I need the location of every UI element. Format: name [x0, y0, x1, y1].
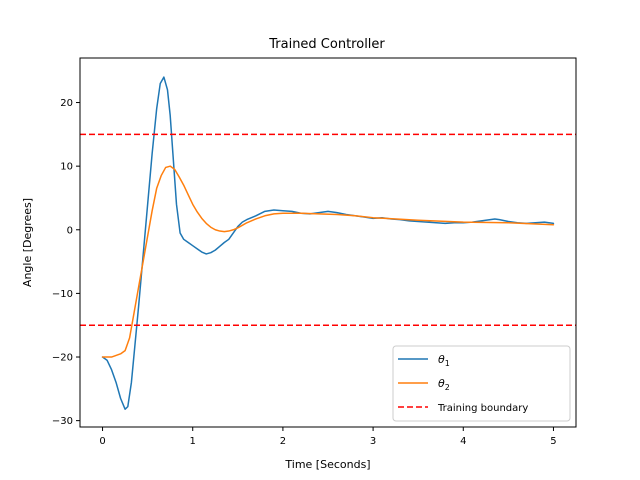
y-tick-label: −10: [52, 289, 73, 300]
y-tick-label: −20: [52, 353, 73, 364]
legend-label: Training boundary: [437, 403, 528, 414]
x-tick-label: 5: [550, 436, 556, 447]
y-axis-ticks: −30 −20 −10 0 10 20: [52, 98, 80, 427]
legend-box: [392, 345, 571, 422]
legend-label: θ2: [438, 377, 450, 392]
x-tick-label: 3: [370, 436, 376, 447]
y-axis-label: Angle [Degrees]: [21, 198, 34, 287]
plot-frame: [79, 57, 577, 428]
y-tick-label: −30: [52, 416, 73, 427]
y-tick-label: 10: [60, 162, 73, 173]
series-layer: [80, 76, 576, 410]
chart-title: Trained Controller: [268, 37, 385, 52]
plot-area: [79, 57, 577, 428]
y-tick-label: 0: [67, 225, 73, 236]
series-line-theta2: [101, 165, 555, 358]
y-tick-label: 20: [60, 98, 73, 109]
x-tick-label: 1: [190, 436, 196, 447]
x-axis-ticks: 0 1 2 3 4 5: [99, 427, 557, 447]
x-tick-label: 2: [280, 436, 286, 447]
x-tick-label: 0: [99, 436, 105, 447]
x-tick-label: 4: [460, 436, 466, 447]
x-axis-label: Time [Seconds]: [284, 458, 370, 471]
legend-label: θ1: [438, 353, 450, 368]
series-line-theta1: [101, 76, 555, 410]
legend: θ1 θ2 Training boundary: [392, 345, 571, 422]
